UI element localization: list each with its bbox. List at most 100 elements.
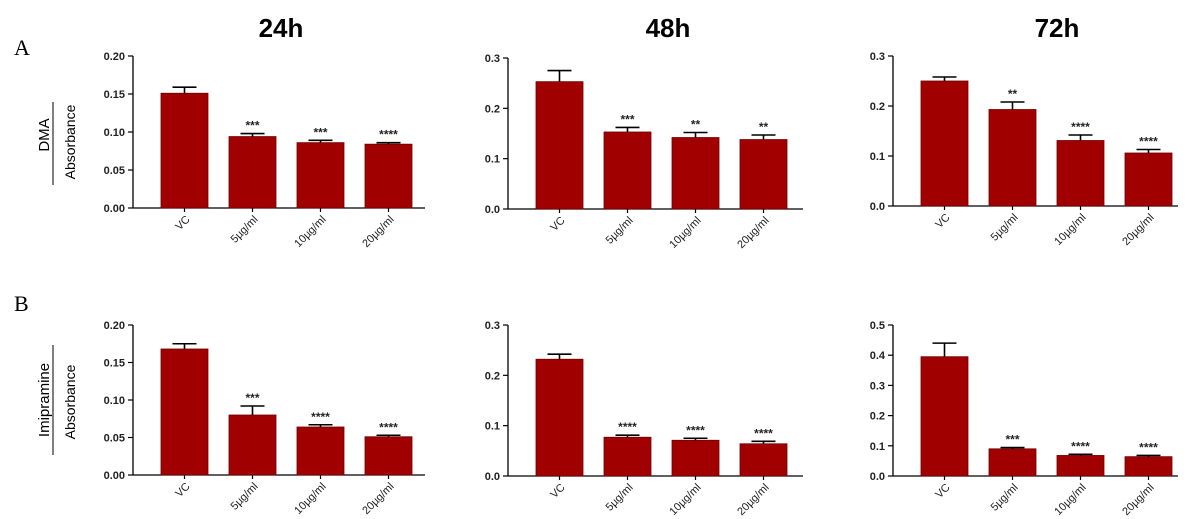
y-tick-label: 0.0 bbox=[870, 471, 885, 483]
column-title-48h: 48h bbox=[646, 13, 691, 43]
significance-label: **** bbox=[1071, 439, 1090, 453]
row-label-b: B bbox=[14, 291, 29, 316]
y-tick-label: 0.2 bbox=[485, 370, 500, 382]
x-tick-label: 5µg/ml bbox=[989, 212, 1021, 244]
bar-5ugml bbox=[988, 448, 1037, 477]
bar-5ugml bbox=[228, 414, 277, 476]
x-tick-label: 10µg/ml bbox=[667, 482, 703, 518]
y-tick-label: 0.2 bbox=[870, 101, 885, 113]
chart-panel-dma-48h: 0.0 0.1 0.2 0.3 VC *** 5µg/ml ** 10µg/ml ** 20µg/m… bbox=[485, 53, 803, 251]
bar-5ugml bbox=[228, 136, 277, 209]
chart-panel-imipramine-24h: 0.00 0.05 0.10 0.15 0.20 VC *** 5µg/ml **** 10µg/… bbox=[104, 320, 425, 517]
x-tick-label: 20µg/ml bbox=[360, 481, 396, 517]
bar-10ugml bbox=[296, 142, 345, 209]
significance-label: ** bbox=[1008, 87, 1018, 101]
y-tick-label: 0.00 bbox=[104, 203, 125, 215]
significance-label: **** bbox=[618, 420, 637, 434]
bar-20ugml bbox=[1124, 456, 1173, 477]
row-b-ylabel-group: Imipramine Absorbance bbox=[36, 345, 78, 455]
y-tick-label: 0.15 bbox=[104, 89, 125, 101]
y-tick-label: 0.1 bbox=[485, 154, 500, 166]
y-tick-label: 0.3 bbox=[870, 380, 885, 392]
significance-label: **** bbox=[1139, 135, 1158, 149]
bar-10ugml bbox=[1056, 455, 1105, 477]
x-tick-label: VC bbox=[933, 482, 952, 501]
y-tick-label: 0.0 bbox=[870, 201, 885, 213]
x-tick-label: VC bbox=[933, 212, 952, 231]
x-tick-label: 10µg/ml bbox=[1052, 482, 1088, 518]
bar-vc bbox=[160, 348, 209, 476]
x-tick-label: 20µg/ml bbox=[735, 215, 771, 251]
bar-10ugml bbox=[671, 137, 720, 210]
x-tick-label: 20µg/ml bbox=[360, 214, 396, 250]
bar-5ugml bbox=[603, 131, 652, 210]
y-tick-label: 0.1 bbox=[485, 421, 500, 433]
y-tick-label: 0.05 bbox=[104, 433, 125, 445]
y-tick-label: 0.20 bbox=[104, 320, 125, 332]
x-tick-label: 20µg/ml bbox=[1120, 212, 1156, 248]
bar-20ugml bbox=[1124, 152, 1173, 207]
bar-vc bbox=[920, 356, 969, 477]
y-tick-label: 0.2 bbox=[485, 103, 500, 115]
x-tick-label: VC bbox=[548, 215, 567, 234]
significance-label: ** bbox=[691, 117, 701, 131]
y-tick-label: 0.00 bbox=[104, 470, 125, 482]
bar-20ugml bbox=[739, 443, 788, 477]
significance-label: **** bbox=[1071, 120, 1090, 134]
y-axis-label-a: Absorbance bbox=[62, 104, 78, 179]
drug-label-imipramine: Imipramine bbox=[36, 363, 53, 437]
significance-label: **** bbox=[311, 410, 330, 424]
chart-panel-imipramine-72h: 0.0 0.1 0.2 0.3 0.4 0.5 VC *** 5µg/ml **** 10µg/ml… bbox=[870, 320, 1178, 518]
x-tick-label: 20µg/ml bbox=[1120, 482, 1156, 518]
x-tick-label: 5µg/ml bbox=[604, 215, 636, 247]
column-title-72h: 72h bbox=[1035, 13, 1080, 43]
x-tick-label: 5µg/ml bbox=[604, 482, 636, 514]
bar-vc bbox=[535, 81, 584, 210]
significance-label: **** bbox=[379, 420, 398, 434]
significance-label: **** bbox=[686, 423, 705, 437]
significance-label: *** bbox=[245, 119, 259, 133]
y-tick-label: 0.20 bbox=[104, 51, 125, 63]
column-title-24h: 24h bbox=[259, 13, 304, 43]
drug-label-dma: DMA bbox=[36, 118, 53, 151]
bar-vc bbox=[920, 80, 969, 207]
y-tick-label: 0.3 bbox=[870, 51, 885, 63]
y-tick-label: 0.15 bbox=[104, 358, 125, 370]
x-tick-label: 10µg/ml bbox=[1052, 212, 1088, 248]
y-axis-label-b: Absorbance bbox=[62, 364, 78, 439]
x-tick-label: VC bbox=[173, 481, 192, 500]
significance-label: *** bbox=[1005, 433, 1019, 447]
y-tick-label: 0.3 bbox=[485, 320, 500, 332]
bar-20ugml bbox=[364, 436, 413, 476]
x-tick-label: 5µg/ml bbox=[229, 214, 261, 246]
bar-vc bbox=[160, 92, 209, 209]
chart-panel-imipramine-48h: 0.0 0.1 0.2 0.3 VC **** 5µg/ml **** 10µg/ml **** 2… bbox=[485, 320, 803, 518]
y-tick-label: 0.1 bbox=[870, 151, 885, 163]
y-tick-label: 0.10 bbox=[104, 395, 125, 407]
x-tick-label: 10µg/ml bbox=[292, 481, 328, 517]
y-tick-label: 0.10 bbox=[104, 127, 125, 139]
chart-panel-dma-72h: 0.0 0.1 0.2 0.3 VC ** 5µg/ml **** 10µg/ml **** 20µ… bbox=[870, 51, 1178, 248]
significance-label: **** bbox=[379, 128, 398, 142]
x-tick-label: 20µg/ml bbox=[735, 482, 771, 518]
bar-20ugml bbox=[739, 139, 788, 210]
bar-5ugml bbox=[603, 436, 652, 477]
bar-20ugml bbox=[364, 143, 413, 209]
chart-panel-dma-24h: 0.00 0.05 0.10 0.15 0.20 VC *** 5µg/ml *** 10µg/m… bbox=[104, 51, 425, 250]
x-tick-label: 10µg/ml bbox=[292, 214, 328, 250]
x-tick-label: 5µg/ml bbox=[989, 482, 1021, 514]
y-tick-label: 0.1 bbox=[870, 441, 885, 453]
bar-vc bbox=[535, 358, 584, 477]
significance-label: ** bbox=[759, 120, 769, 134]
x-tick-label: 10µg/ml bbox=[667, 215, 703, 251]
x-tick-label: VC bbox=[173, 214, 192, 233]
y-tick-label: 0.0 bbox=[485, 471, 500, 483]
y-tick-label: 0.4 bbox=[870, 350, 886, 362]
y-tick-label: 0.2 bbox=[870, 411, 885, 423]
row-label-a: A bbox=[14, 35, 30, 60]
bar-10ugml bbox=[296, 426, 345, 476]
bar-10ugml bbox=[1056, 140, 1105, 207]
significance-label: *** bbox=[245, 391, 259, 405]
y-tick-label: 0.05 bbox=[104, 165, 125, 177]
